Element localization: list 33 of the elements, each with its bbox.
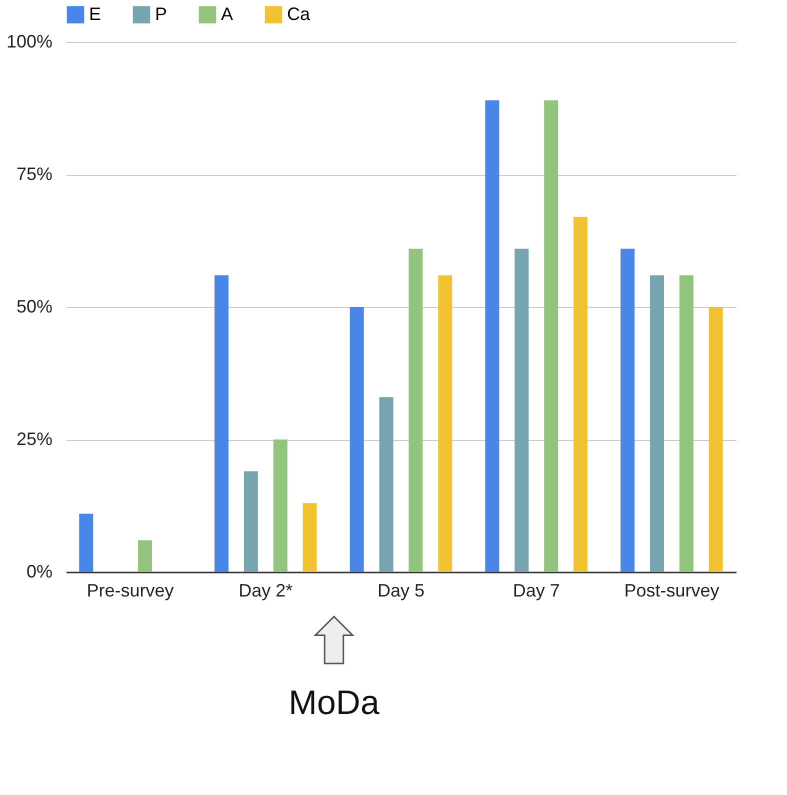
bar	[302, 503, 317, 572]
bar	[408, 248, 423, 572]
x-tick-label: Day 2*	[238, 580, 293, 600]
y-tick-label: 25%	[16, 429, 52, 449]
bar	[514, 248, 529, 572]
y-tick-label: 100%	[6, 32, 52, 52]
legend-label: P	[155, 4, 168, 24]
legend-label: E	[89, 4, 102, 24]
bar	[620, 248, 635, 572]
bar	[138, 540, 152, 572]
legend-label: Ca	[287, 4, 311, 24]
bar	[214, 275, 229, 572]
bar	[708, 307, 723, 572]
text: MoDa	[288, 684, 380, 722]
x-tick-label: Day 7	[512, 580, 560, 600]
bar	[379, 397, 394, 572]
bar	[650, 275, 664, 572]
x-tick-label: Day 5	[377, 580, 425, 600]
bar	[679, 275, 694, 572]
x-tick-label: Post-survey	[624, 580, 720, 600]
bar	[438, 275, 452, 572]
y-tick-label: 50%	[16, 296, 52, 316]
bar	[244, 471, 258, 572]
bar	[544, 100, 558, 572]
y-tick-label: 75%	[16, 164, 52, 184]
bar	[79, 514, 94, 572]
legend-label: A	[221, 4, 234, 24]
x-tick-label: Pre-survey	[86, 580, 174, 600]
bar	[573, 216, 588, 572]
bar	[350, 307, 364, 572]
y-tick-label: 0%	[26, 562, 52, 582]
bar	[273, 440, 288, 572]
bar	[485, 100, 500, 572]
